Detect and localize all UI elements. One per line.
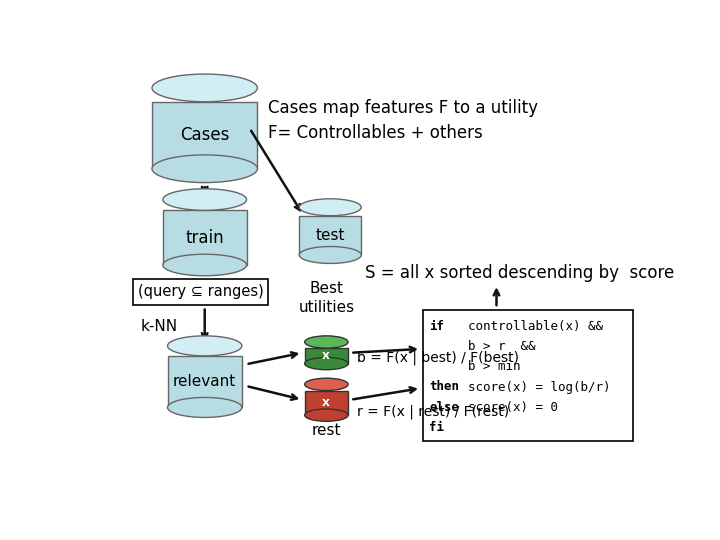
Bar xyxy=(152,102,258,168)
Ellipse shape xyxy=(300,199,361,215)
Text: x: x xyxy=(323,349,330,362)
Text: then: then xyxy=(429,381,459,394)
Ellipse shape xyxy=(305,378,348,390)
Text: x: x xyxy=(323,349,330,362)
Text: relevant: relevant xyxy=(173,374,236,389)
Bar xyxy=(300,215,361,255)
Text: b > min: b > min xyxy=(468,361,521,374)
Text: rest: rest xyxy=(312,423,341,438)
Bar xyxy=(163,211,246,265)
Ellipse shape xyxy=(152,74,258,102)
Text: S = all x sorted descending by  score: S = all x sorted descending by score xyxy=(365,264,675,282)
Text: x: x xyxy=(323,396,330,409)
Bar xyxy=(168,356,242,408)
Text: score(x) = 0: score(x) = 0 xyxy=(468,401,558,414)
Bar xyxy=(132,279,269,305)
Ellipse shape xyxy=(168,397,242,417)
Text: k-NN: k-NN xyxy=(140,319,178,334)
Text: b = F(x | best) / F(best): b = F(x | best) / F(best) xyxy=(357,350,519,364)
Text: fi: fi xyxy=(429,421,444,434)
Text: b > r  &&: b > r && xyxy=(468,340,536,354)
Bar xyxy=(305,348,348,363)
Ellipse shape xyxy=(305,357,348,370)
Ellipse shape xyxy=(305,336,348,348)
Text: if: if xyxy=(429,320,444,333)
Text: Cases map features F to a utility
F= Controllables + others: Cases map features F to a utility F= Con… xyxy=(269,99,539,143)
Text: x: x xyxy=(323,396,330,409)
Text: (query ⊆ ranges): (query ⊆ ranges) xyxy=(138,285,264,300)
Ellipse shape xyxy=(305,409,348,421)
Text: controllable(x) &&: controllable(x) && xyxy=(468,320,603,333)
Text: Cases: Cases xyxy=(180,126,230,144)
Text: train: train xyxy=(185,228,224,247)
Text: Best
utilities: Best utilities xyxy=(298,281,354,315)
Bar xyxy=(305,390,348,415)
Text: score(x) = log(b/r): score(x) = log(b/r) xyxy=(468,381,611,394)
Ellipse shape xyxy=(168,336,242,356)
Text: test: test xyxy=(315,228,345,243)
Ellipse shape xyxy=(300,247,361,264)
Ellipse shape xyxy=(152,155,258,183)
Text: else: else xyxy=(429,401,459,414)
Bar xyxy=(423,309,632,441)
Text: r = F(x | rest) / F(rest): r = F(x | rest) / F(rest) xyxy=(357,404,510,418)
Ellipse shape xyxy=(163,254,246,276)
Ellipse shape xyxy=(163,189,246,211)
